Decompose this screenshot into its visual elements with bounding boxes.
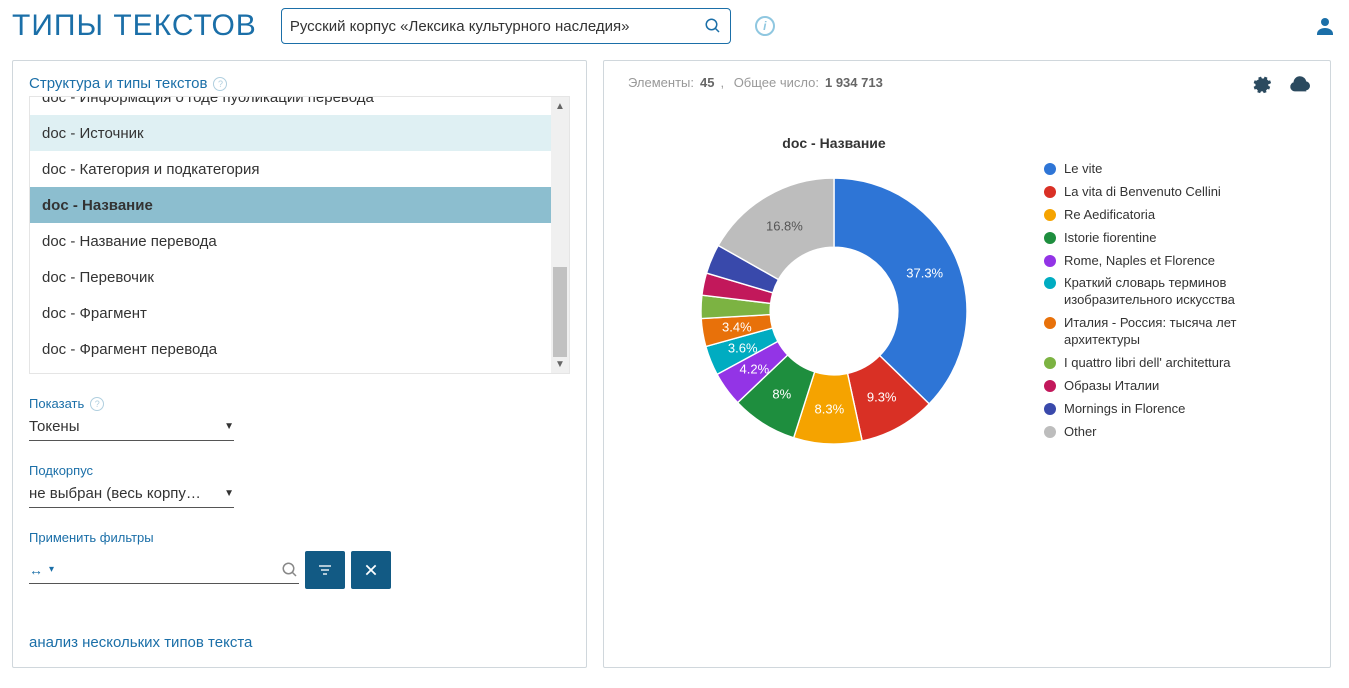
elements-value: 45: [700, 75, 714, 90]
show-select[interactable]: Токены ▼: [29, 413, 234, 441]
list-item[interactable]: doc - Название перевода: [30, 223, 551, 259]
filter-input[interactable]: ↔ ▾: [29, 556, 299, 584]
scrollbar[interactable]: ▲ ▼: [551, 97, 569, 373]
filter-apply-button[interactable]: [305, 551, 345, 589]
total-label: Общее число:: [734, 75, 819, 90]
legend-label: Istorie fiorentine: [1064, 230, 1157, 247]
list-item[interactable]: doc - Категория и подкатегория: [30, 151, 551, 187]
legend-label: Краткий словарь терминов изобразительног…: [1064, 275, 1264, 309]
help-icon[interactable]: ?: [90, 397, 104, 411]
list-item[interactable]: doc - Источник: [30, 115, 551, 151]
legend-swatch: [1044, 357, 1056, 369]
structure-heading: Структура и типы текстов ?: [29, 75, 570, 92]
search-icon[interactable]: [281, 561, 299, 579]
legend-item[interactable]: Istorie fiorentine: [1044, 230, 1264, 247]
list-item[interactable]: doc - Перевочик: [30, 259, 551, 295]
stats-row: Элементы: 45 , Общее число: 1 934 713: [628, 75, 1306, 90]
chart-area: doc - Название 37.3%9.3%8.3%8%4.2%3.6%3.…: [644, 121, 1284, 621]
multi-analysis-link[interactable]: анализ нескольких типов текста: [29, 634, 252, 651]
donut-chart[interactable]: [694, 171, 974, 451]
legend-item[interactable]: Образы Италии: [1044, 378, 1264, 395]
legend-label: Re Aedificatoria: [1064, 207, 1155, 224]
subcorpus-select-value: не выбран (весь корпу…: [29, 485, 201, 502]
page-title: ТИПЫ ТЕКСТОВ: [12, 9, 257, 43]
legend-swatch: [1044, 317, 1056, 329]
search-input[interactable]: [290, 18, 704, 35]
filter-clear-button[interactable]: [351, 551, 391, 589]
legend-label: Le vite: [1064, 161, 1102, 178]
filters-label: Применить фильтры: [29, 530, 570, 545]
resize-icon[interactable]: ↔: [29, 562, 43, 578]
legend-swatch: [1044, 380, 1056, 392]
scroll-up-icon[interactable]: ▲: [551, 97, 569, 115]
elements-label: Элементы:: [628, 75, 694, 90]
list-item[interactable]: doc - Информация о годе пуоликации перев…: [30, 96, 551, 115]
legend-label: Rome, Naples et Florence: [1064, 253, 1215, 270]
subcorpus-label-text: Подкорпус: [29, 463, 93, 478]
chart-legend: Le vite La vita di Benvenuto Cellini Re Ae…: [1044, 161, 1264, 447]
caret-down-icon[interactable]: ▾: [49, 564, 54, 575]
legend-item[interactable]: Le vite: [1044, 161, 1264, 178]
show-label: Показать ?: [29, 396, 570, 411]
legend-swatch: [1044, 255, 1056, 267]
show-label-text: Показать: [29, 396, 84, 411]
subcorpus-select[interactable]: не выбран (весь корпу… ▼: [29, 480, 234, 508]
download-cloud-icon[interactable]: [1288, 73, 1310, 95]
legend-item[interactable]: Италия - Россия: тысяча лет архитектуры: [1044, 315, 1264, 349]
legend-item[interactable]: Rome, Naples et Florence: [1044, 253, 1264, 270]
legend-swatch: [1044, 186, 1056, 198]
search-box[interactable]: [281, 8, 731, 44]
left-panel: Структура и типы текстов ? doc - Информа…: [12, 60, 587, 668]
legend-item[interactable]: La vita di Benvenuto Cellini: [1044, 184, 1264, 201]
legend-label: La vita di Benvenuto Cellini: [1064, 184, 1221, 201]
filters-label-text: Применить фильтры: [29, 530, 154, 545]
legend-label: Mornings in Florence: [1064, 401, 1185, 418]
total-value: 1 934 713: [825, 75, 883, 90]
legend-item[interactable]: Mornings in Florence: [1044, 401, 1264, 418]
legend-swatch: [1044, 232, 1056, 244]
legend-label: Образы Италии: [1064, 378, 1159, 395]
legend-item[interactable]: Other: [1044, 424, 1264, 441]
legend-label: Other: [1064, 424, 1097, 441]
scrollbar-thumb[interactable]: [553, 267, 567, 357]
caret-down-icon: ▼: [224, 488, 234, 499]
legend-swatch: [1044, 426, 1056, 438]
subcorpus-label: Подкорпус: [29, 463, 570, 478]
right-panel: Элементы: 45 , Общее число: 1 934 713 do…: [603, 60, 1331, 668]
structure-heading-text: Структура и типы текстов: [29, 75, 207, 92]
legend-swatch: [1044, 277, 1056, 289]
legend-item[interactable]: I quattro libri dell' architettura: [1044, 355, 1264, 372]
list-item[interactable]: doc - Фрагмент перевода: [30, 331, 551, 367]
show-select-value: Токены: [29, 418, 79, 435]
user-icon[interactable]: [1313, 14, 1337, 38]
scroll-down-icon[interactable]: ▼: [551, 355, 569, 373]
legend-item[interactable]: Краткий словарь терминов изобразительног…: [1044, 275, 1264, 309]
legend-label: Италия - Россия: тысяча лет архитектуры: [1064, 315, 1264, 349]
legend-label: I quattro libri dell' architettura: [1064, 355, 1231, 372]
caret-down-icon: ▼: [224, 421, 234, 432]
legend-swatch: [1044, 403, 1056, 415]
legend-swatch: [1044, 163, 1056, 175]
chart-title: doc - Название: [644, 135, 1024, 151]
list-item[interactable]: doc - Фрагмент: [30, 295, 551, 331]
info-icon[interactable]: i: [755, 16, 775, 36]
help-icon[interactable]: ?: [213, 77, 227, 91]
search-icon[interactable]: [704, 17, 722, 35]
legend-swatch: [1044, 209, 1056, 221]
chart-slice[interactable]: [834, 178, 967, 404]
legend-item[interactable]: Re Aedificatoria: [1044, 207, 1264, 224]
gear-icon[interactable]: [1250, 73, 1272, 95]
type-list: doc - Информация о годе пуоликации перев…: [29, 96, 570, 374]
list-item[interactable]: doc - Название: [30, 187, 551, 223]
